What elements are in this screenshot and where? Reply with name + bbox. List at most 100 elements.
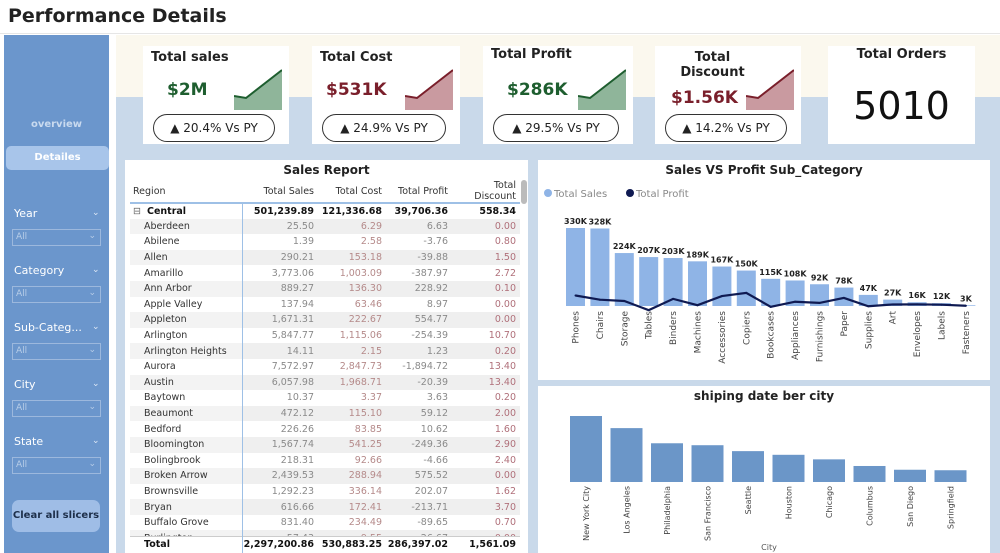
x-tick-label: Envelopes — [913, 311, 923, 358]
data-label: 203K — [662, 247, 686, 256]
chevron-down-icon: ⌄ — [88, 231, 96, 241]
profit-point — [672, 297, 675, 300]
chevron-down-icon[interactable]: ⌄ — [92, 265, 100, 275]
x-tick-label: Art — [889, 311, 899, 325]
column-header[interactable]: Total Discount — [452, 180, 520, 204]
sales-bar[interactable] — [614, 253, 634, 306]
slicer-value: All — [16, 403, 28, 413]
kpi-card: Total sales $2M ▲ 20.4% Vs PY — [143, 46, 289, 144]
cell: ⊟ Central — [130, 203, 243, 219]
slicer-dropdown[interactable]: All ⌄ — [12, 343, 101, 360]
cell: 831.40 — [280, 517, 314, 529]
sales-bar[interactable] — [810, 284, 829, 306]
table-row: Aberdeen 25.50 6.29 6.63 0.00 — [130, 218, 520, 235]
sales-bar[interactable] — [663, 258, 683, 306]
sales-bar[interactable] — [688, 261, 707, 306]
cell: Bedford — [130, 421, 243, 437]
group-row-central[interactable]: ⊟ Central 501,239.89 121,336.68 39,706.36 558… — [130, 203, 520, 219]
total-cell: 2,297,200.86 — [243, 539, 314, 551]
sales-bar[interactable] — [639, 257, 659, 306]
sales-bar[interactable] — [785, 280, 805, 306]
slicer-dropdown[interactable]: All ⌄ — [12, 229, 101, 246]
sparkline-icon — [746, 69, 794, 110]
table-row: Amarillo 3,773.06 1,003.09 -387.97 2.72 — [130, 265, 520, 281]
sales-bar[interactable] — [566, 228, 585, 306]
city-bar[interactable] — [570, 416, 602, 482]
column-header[interactable]: Total Profit — [386, 180, 452, 204]
cell: -89.65 — [417, 517, 448, 529]
slicer-dropdown[interactable]: All ⌄ — [12, 400, 101, 417]
column-header[interactable]: Total Cost — [318, 180, 386, 204]
collapse-icon[interactable]: ⊟ — [133, 205, 141, 217]
sales-bar[interactable] — [590, 228, 610, 306]
kpi-change-badge: ▲ 29.5% Vs PY — [493, 114, 619, 142]
cell: Bloomington — [130, 436, 243, 453]
column-header[interactable]: Total Sales — [242, 180, 318, 204]
sparkline-icon — [405, 69, 453, 110]
city-bar[interactable] — [651, 443, 683, 482]
data-label: 27K — [884, 289, 902, 298]
nav-overview-button[interactable]: overview — [30, 119, 83, 130]
city-bar[interactable] — [813, 459, 845, 482]
cell: -3.76 — [423, 236, 448, 248]
table-scrollbar[interactable] — [521, 180, 527, 204]
profit-point — [696, 304, 699, 307]
data-label: 189K — [686, 250, 710, 259]
legend-marker — [626, 189, 634, 197]
x-tick-label: Phones — [572, 311, 582, 344]
profit-point — [598, 298, 601, 301]
nav-details-button[interactable]: Detailes — [6, 146, 109, 170]
sales-bar[interactable] — [712, 266, 732, 306]
slicer-dropdown[interactable]: All ⌄ — [12, 457, 101, 474]
data-label: 224K — [613, 242, 637, 251]
table-row: Apple Valley 137.94 63.46 8.97 0.00 — [130, 296, 520, 313]
cell: 10.70 — [488, 330, 516, 342]
sales-table: Region Total Sales Total Cost Total Profit T… — [130, 180, 520, 536]
city-bar[interactable] — [934, 470, 967, 482]
chevron-down-icon[interactable]: ⌄ — [92, 322, 100, 332]
column-header[interactable]: Region — [130, 180, 242, 204]
sales-bar[interactable] — [858, 294, 878, 306]
cell: -1,894.72 — [402, 361, 448, 373]
table-row: Aurora 7,572.97 2,847.73 -1,894.72 13.40 — [130, 358, 520, 375]
cell: 1.39 — [292, 236, 314, 248]
city-bar[interactable] — [610, 428, 643, 482]
sales-bar[interactable] — [834, 287, 854, 306]
chevron-down-icon[interactable]: ⌄ — [92, 208, 100, 218]
chevron-down-icon: ⌄ — [88, 288, 96, 298]
chevron-down-icon: ⌄ — [88, 459, 96, 469]
clear-all-slicers-button[interactable]: Clear all slicers — [12, 500, 100, 532]
x-tick-label: Columbus — [866, 486, 875, 526]
cell: 14.11 — [242, 343, 318, 359]
cell: Ann Arbor — [130, 280, 243, 297]
kpi-card: Total Profit $286K ▲ 29.5% Vs PY — [483, 46, 633, 144]
sales-bar[interactable] — [883, 299, 903, 306]
cell: 136.30 — [318, 280, 386, 297]
chevron-down-icon[interactable]: ⌄ — [92, 379, 100, 389]
cell: 2.72 — [494, 267, 516, 279]
profit-point — [574, 294, 577, 297]
city-bar[interactable] — [772, 454, 805, 482]
city-bar[interactable] — [732, 451, 764, 482]
x-tick-label: Furnishings — [816, 311, 826, 362]
sparkline-icon — [578, 69, 626, 110]
chevron-down-icon[interactable]: ⌄ — [92, 436, 100, 446]
city-bar[interactable] — [691, 445, 724, 482]
cell: 226.26 — [280, 423, 314, 435]
sales-bar[interactable] — [736, 270, 756, 306]
sales-bar[interactable] — [761, 278, 781, 306]
city-bar[interactable] — [894, 469, 926, 482]
cell: 3.70 — [452, 499, 520, 515]
total-cell: 530,883.25 — [321, 539, 382, 551]
cell: 228.92 — [386, 280, 452, 297]
kpi-change-badge: ▲ 14.2% Vs PY — [665, 114, 787, 142]
city-bar[interactable] — [853, 465, 886, 482]
cell: 501,239.89 — [253, 205, 314, 217]
data-label: 3K — [960, 294, 973, 303]
cell: Austin — [130, 374, 243, 391]
x-tick-label: Fasteners — [962, 311, 972, 355]
slicer-dropdown[interactable]: All ⌄ — [12, 286, 101, 303]
slicer-label: State — [14, 435, 44, 448]
cell: 13.40 — [452, 374, 520, 391]
x-tick-label: Machines — [694, 311, 704, 354]
